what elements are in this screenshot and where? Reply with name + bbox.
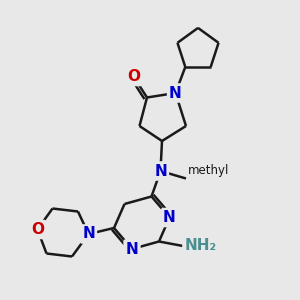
Text: O: O: [31, 222, 44, 237]
Text: O: O: [127, 69, 140, 84]
Text: N: N: [154, 164, 167, 178]
Text: N: N: [82, 226, 95, 242]
Text: N: N: [169, 85, 182, 100]
Text: N: N: [126, 242, 138, 256]
Text: NH₂: NH₂: [184, 238, 217, 253]
Text: methyl: methyl: [188, 164, 229, 177]
Text: N: N: [163, 210, 176, 225]
